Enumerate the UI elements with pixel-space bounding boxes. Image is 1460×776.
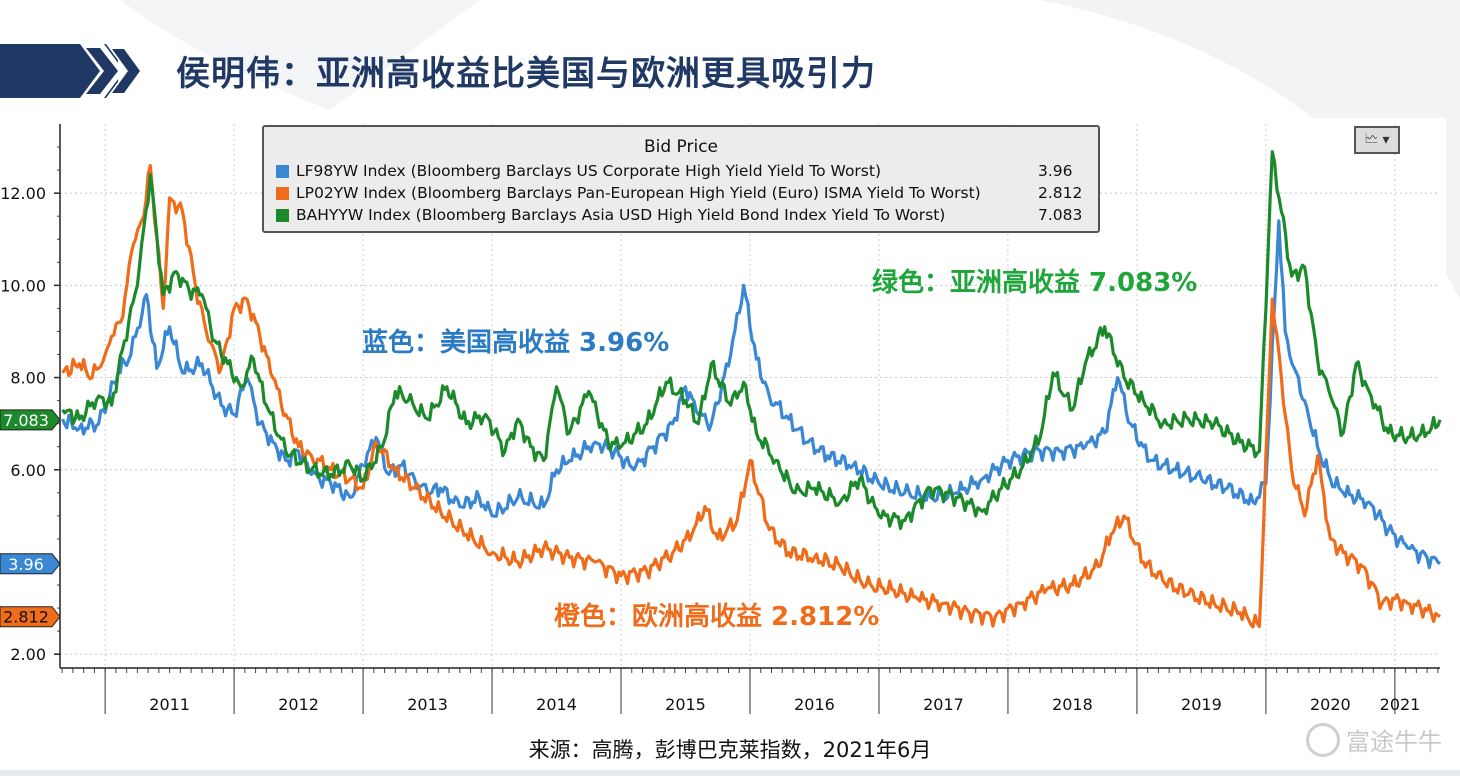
x-tick-label: 2011 xyxy=(149,695,190,714)
y-tick-label: 2.00 xyxy=(10,645,46,664)
chart-axes xyxy=(54,124,1440,714)
y-tick-label: 10.00 xyxy=(0,276,46,295)
x-tick-label: 2012 xyxy=(278,695,319,714)
x-tick-label: 2021 xyxy=(1380,695,1421,714)
legend-value-asia: 7.083 xyxy=(1038,206,1083,224)
value-tag-us xyxy=(0,553,61,575)
x-tick-label: 2020 xyxy=(1310,695,1351,714)
legend-title: Bid Price xyxy=(643,137,719,157)
footer-divider xyxy=(0,770,1460,776)
legend-value-eu: 2.812 xyxy=(1038,184,1083,202)
legend-label-eu: LP02YW Index (Bloomberg Barclays Pan-Eur… xyxy=(296,184,981,202)
y-tick-label: 6.00 xyxy=(10,461,46,480)
x-tick-label: 2019 xyxy=(1181,695,1222,714)
value-tags: 3.96 2.812 7.083 xyxy=(0,409,61,628)
chart-legend: Bid Price LF98YW Index (Bloomberg Barcla… xyxy=(262,125,1100,233)
legend-swatch-us xyxy=(276,164,289,178)
futu-logo-icon xyxy=(1306,722,1340,757)
line-chart-icon: 🗠 xyxy=(1364,131,1379,147)
series-line-asia xyxy=(61,150,1442,531)
value-tag-eu-label: 2.812 xyxy=(3,608,49,627)
x-tick-label: 2013 xyxy=(407,695,448,714)
x-tick-label: 2014 xyxy=(536,695,577,714)
x-tick-label: 2015 xyxy=(665,695,706,714)
y-tick-label: 8.00 xyxy=(10,369,46,388)
x-tick-label: 2016 xyxy=(794,695,835,714)
x-axis-labels: 2011 2012 2013 2014 2015 2016 2017 2018 2019 2020… xyxy=(149,695,1420,714)
chart-type-button[interactable]: 🗠 ▾ xyxy=(1354,126,1400,154)
x-tick-label: 2018 xyxy=(1052,695,1093,714)
chart-series xyxy=(61,150,1442,629)
legend-value-us: 3.96 xyxy=(1038,162,1073,180)
legend-item-eu: LP02YW Index (Bloomberg Barclays Pan-Eur… xyxy=(276,183,1090,203)
source-note: 来源：高腾，彭博巴克莱指数，2021年6月 xyxy=(528,738,932,762)
series-line-eu xyxy=(61,163,1441,629)
value-tag-asia xyxy=(0,409,61,431)
chevron-down-icon: ▾ xyxy=(1382,132,1390,148)
legend-item-asia: BAHYYW Index (Bloomberg Barclays Asia US… xyxy=(276,205,1090,225)
y-tick-label: 12.00 xyxy=(0,184,46,203)
value-tag-asia-label: 7.083 xyxy=(3,411,49,430)
legend-swatch-eu xyxy=(276,186,289,200)
x-tick-label: 2017 xyxy=(923,695,964,714)
chevron-right-icon xyxy=(80,44,146,98)
watermark: 富途牛牛 xyxy=(1306,722,1442,757)
legend-item-us: LF98YW Index (Bloomberg Barclays US Corp… xyxy=(276,161,1090,181)
page-title: 侯明伟：亚洲高收益比美国与欧洲更具吸引力 xyxy=(176,54,876,94)
legend-label-us: LF98YW Index (Bloomberg Barclays US Corp… xyxy=(296,162,882,180)
watermark-text: 富途牛牛 xyxy=(1346,728,1442,756)
annotation-asia: 绿色：亚洲高收益 7.083% xyxy=(872,268,1198,298)
legend-swatch-asia xyxy=(276,208,289,222)
legend-label-asia: BAHYYW Index (Bloomberg Barclays Asia US… xyxy=(296,206,946,224)
y-axis-labels: 12.00 10.00 8.00 6.00 2.00 xyxy=(0,184,46,664)
annotation-us: 蓝色：美国高收益 3.96% xyxy=(362,328,670,358)
value-tag-us-label: 3.96 xyxy=(8,555,44,574)
annotation-eu: 橙色：欧洲高收益 2.812% xyxy=(554,602,880,632)
value-tag-eu xyxy=(0,606,61,628)
